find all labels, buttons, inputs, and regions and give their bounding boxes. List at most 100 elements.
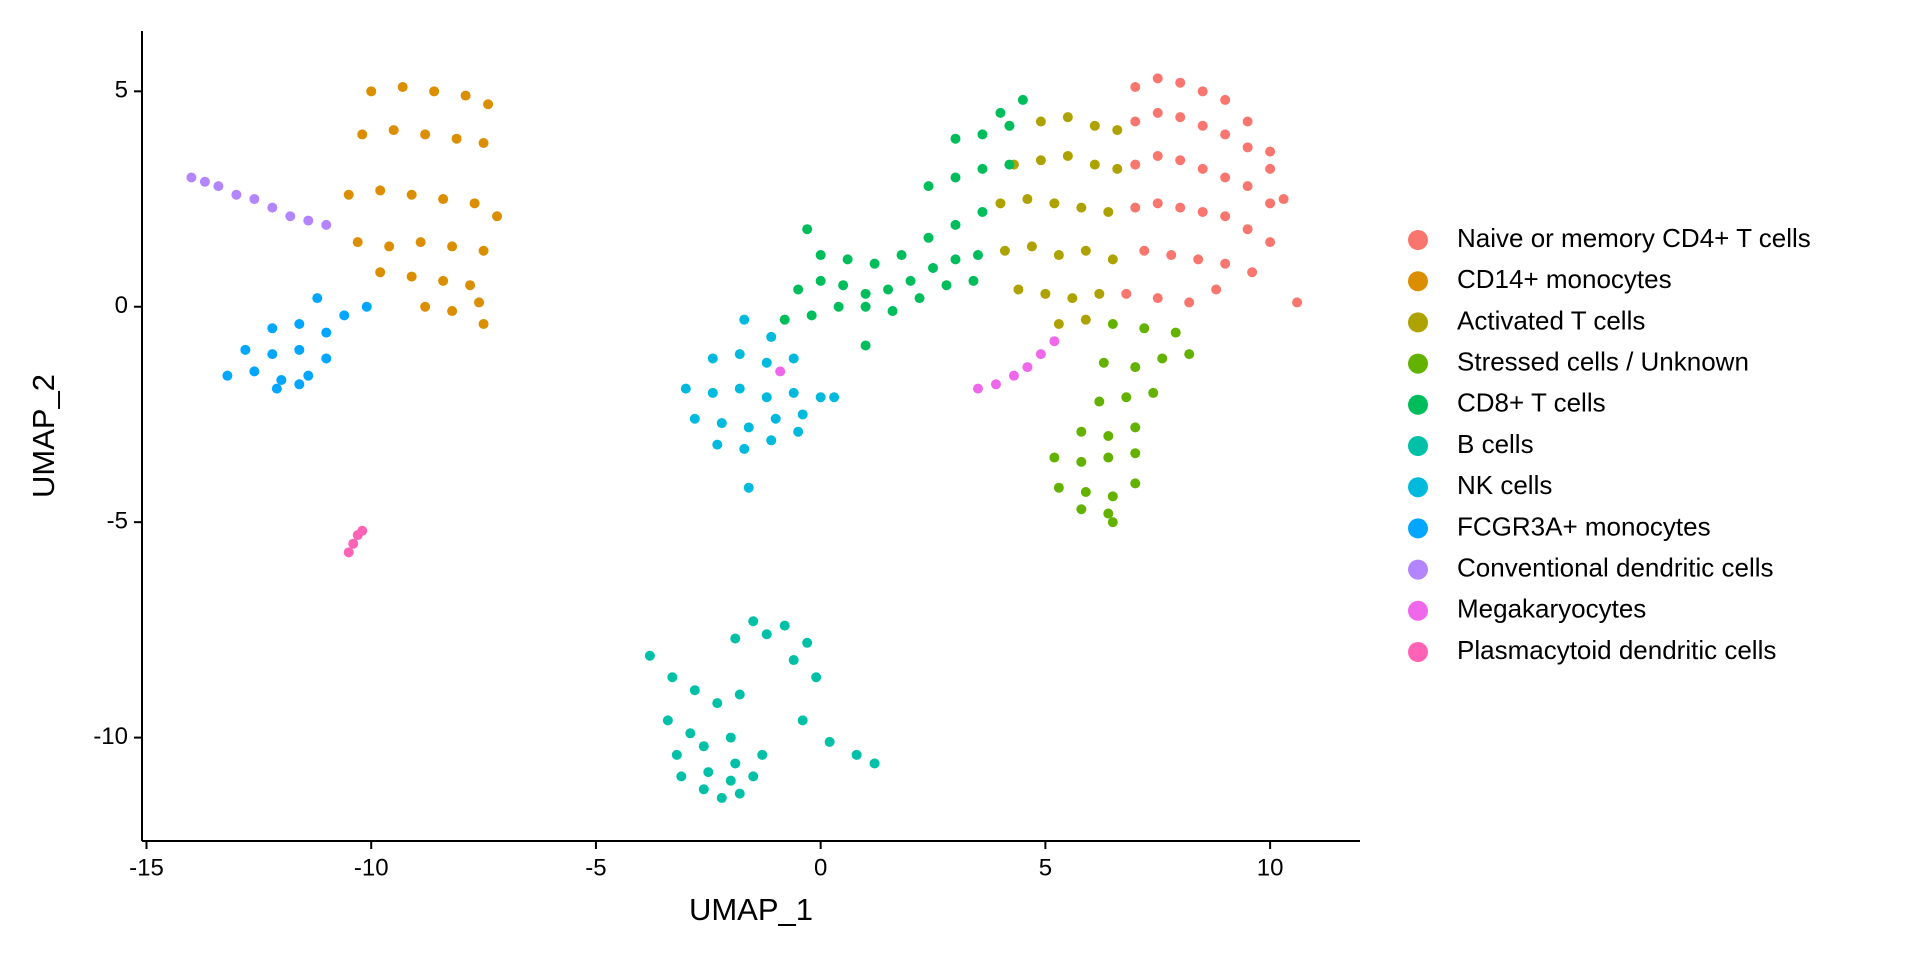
point bbox=[928, 262, 939, 273]
point bbox=[1175, 112, 1186, 123]
point bbox=[1170, 327, 1181, 338]
point bbox=[950, 219, 961, 230]
point bbox=[1053, 250, 1064, 261]
point bbox=[1152, 293, 1163, 304]
point bbox=[869, 258, 880, 269]
point bbox=[1242, 224, 1253, 235]
point bbox=[743, 422, 754, 433]
point bbox=[1130, 478, 1141, 489]
point bbox=[1265, 198, 1276, 209]
point bbox=[1130, 448, 1141, 459]
point bbox=[267, 349, 278, 360]
point bbox=[950, 254, 961, 265]
point bbox=[1049, 452, 1060, 463]
point bbox=[1247, 267, 1258, 278]
point bbox=[1004, 159, 1015, 170]
point bbox=[1220, 94, 1231, 105]
point bbox=[860, 340, 871, 351]
point bbox=[339, 310, 350, 321]
point bbox=[186, 172, 197, 183]
point bbox=[716, 792, 727, 803]
point bbox=[730, 633, 741, 644]
point bbox=[860, 301, 871, 312]
point bbox=[1220, 129, 1231, 140]
point bbox=[833, 301, 844, 312]
point bbox=[1094, 396, 1105, 407]
point bbox=[788, 387, 799, 398]
point bbox=[1130, 422, 1141, 433]
point bbox=[788, 353, 799, 364]
point bbox=[343, 189, 354, 200]
point bbox=[788, 655, 799, 666]
point bbox=[1292, 297, 1303, 308]
point bbox=[375, 185, 386, 196]
point bbox=[995, 198, 1006, 209]
point bbox=[397, 82, 408, 93]
point bbox=[1089, 159, 1100, 170]
point bbox=[276, 374, 287, 385]
point bbox=[1175, 155, 1186, 166]
point bbox=[923, 232, 934, 243]
point bbox=[977, 163, 988, 174]
legend-marker bbox=[1408, 436, 1428, 456]
point bbox=[294, 379, 305, 390]
point bbox=[357, 129, 368, 140]
point bbox=[761, 629, 772, 640]
point bbox=[806, 310, 817, 321]
point bbox=[1211, 284, 1222, 295]
point bbox=[838, 280, 849, 291]
point bbox=[357, 525, 368, 536]
point bbox=[1197, 120, 1208, 131]
point bbox=[644, 650, 655, 661]
point bbox=[366, 86, 377, 97]
y-tick-label: 0 bbox=[115, 292, 128, 319]
legend-marker bbox=[1408, 353, 1428, 374]
point bbox=[1175, 77, 1186, 88]
point bbox=[321, 353, 332, 364]
y-tick-label: -5 bbox=[107, 508, 128, 535]
point bbox=[420, 129, 431, 140]
legend-label: Naive or memory CD4+ T cells bbox=[1457, 223, 1811, 253]
point bbox=[1022, 194, 1033, 205]
point bbox=[1080, 245, 1091, 256]
point bbox=[923, 181, 934, 192]
point bbox=[748, 616, 759, 627]
point bbox=[1008, 370, 1019, 381]
point bbox=[1175, 202, 1186, 213]
point bbox=[941, 280, 952, 291]
point bbox=[213, 181, 224, 192]
point bbox=[869, 758, 880, 769]
point bbox=[1076, 504, 1087, 515]
point bbox=[303, 215, 314, 226]
point bbox=[685, 728, 696, 739]
point bbox=[1062, 150, 1073, 161]
point bbox=[1157, 353, 1168, 364]
legend-marker bbox=[1408, 312, 1428, 333]
point bbox=[1107, 491, 1118, 502]
point bbox=[1103, 452, 1114, 463]
point bbox=[321, 327, 332, 338]
point bbox=[447, 241, 458, 252]
legend-label: Plasmacytoid dendritic cells bbox=[1457, 635, 1776, 665]
x-tick-label: 5 bbox=[1039, 854, 1052, 881]
point bbox=[1040, 288, 1051, 299]
point bbox=[689, 685, 700, 696]
point bbox=[811, 672, 822, 683]
point bbox=[770, 413, 781, 424]
point bbox=[1148, 387, 1159, 398]
point bbox=[1130, 362, 1141, 373]
point bbox=[1242, 116, 1253, 127]
point bbox=[797, 715, 808, 726]
point bbox=[766, 331, 777, 342]
point bbox=[779, 620, 790, 631]
point bbox=[478, 318, 489, 329]
point bbox=[977, 129, 988, 140]
point bbox=[451, 133, 462, 144]
legend-marker bbox=[1408, 477, 1428, 498]
point bbox=[748, 771, 759, 782]
point bbox=[294, 344, 305, 355]
point bbox=[802, 224, 813, 235]
point bbox=[348, 538, 359, 549]
point bbox=[1220, 211, 1231, 222]
